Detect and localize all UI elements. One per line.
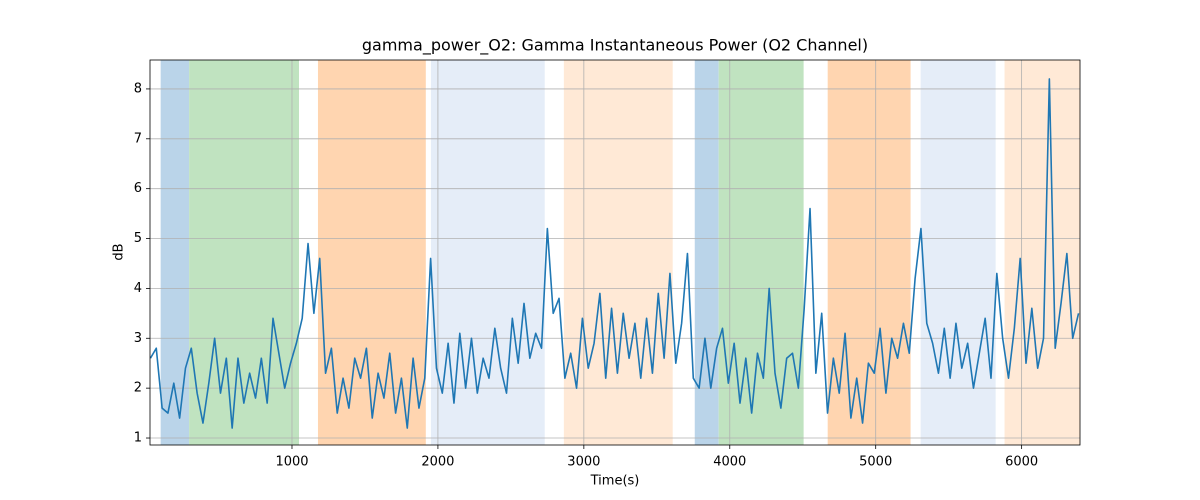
- grid-layer: [150, 60, 1080, 445]
- shaded-span: [1004, 60, 1080, 445]
- x-axis-label: Time(s): [590, 474, 640, 489]
- y-tick-label: 1: [134, 431, 142, 446]
- x-tick-label: 4000: [713, 455, 746, 470]
- y-tick-label: 6: [134, 181, 142, 196]
- y-tick-label: 2: [134, 381, 142, 396]
- shaded-span: [563, 60, 673, 445]
- shaded-span: [718, 60, 804, 445]
- y-tick-label: 5: [134, 231, 142, 246]
- shaded-span: [827, 60, 911, 445]
- data-line: [150, 78, 1080, 429]
- y-tick-label: 8: [134, 81, 142, 96]
- x-tick-label: 6000: [1005, 455, 1038, 470]
- shaded-span: [430, 60, 545, 445]
- x-tick-label: 3000: [567, 455, 600, 470]
- x-tick-label: 5000: [859, 455, 892, 470]
- line-layer: [150, 78, 1080, 429]
- y-tick-label: 7: [134, 131, 142, 146]
- x-tick-label: 1000: [275, 455, 308, 470]
- span-layer: [160, 60, 1080, 445]
- chart-title: gamma_power_O2: Gamma Instantaneous Powe…: [362, 36, 868, 56]
- shaded-span: [920, 60, 996, 445]
- shaded-span: [317, 60, 426, 445]
- y-tick-label: 4: [134, 281, 142, 296]
- y-axis-label: dB: [112, 243, 127, 260]
- x-tick-label: 2000: [421, 455, 454, 470]
- plot-frame: [149, 59, 1081, 446]
- y-tick-label: 3: [134, 331, 142, 346]
- shaded-span: [189, 60, 299, 445]
- shaded-span: [694, 60, 719, 445]
